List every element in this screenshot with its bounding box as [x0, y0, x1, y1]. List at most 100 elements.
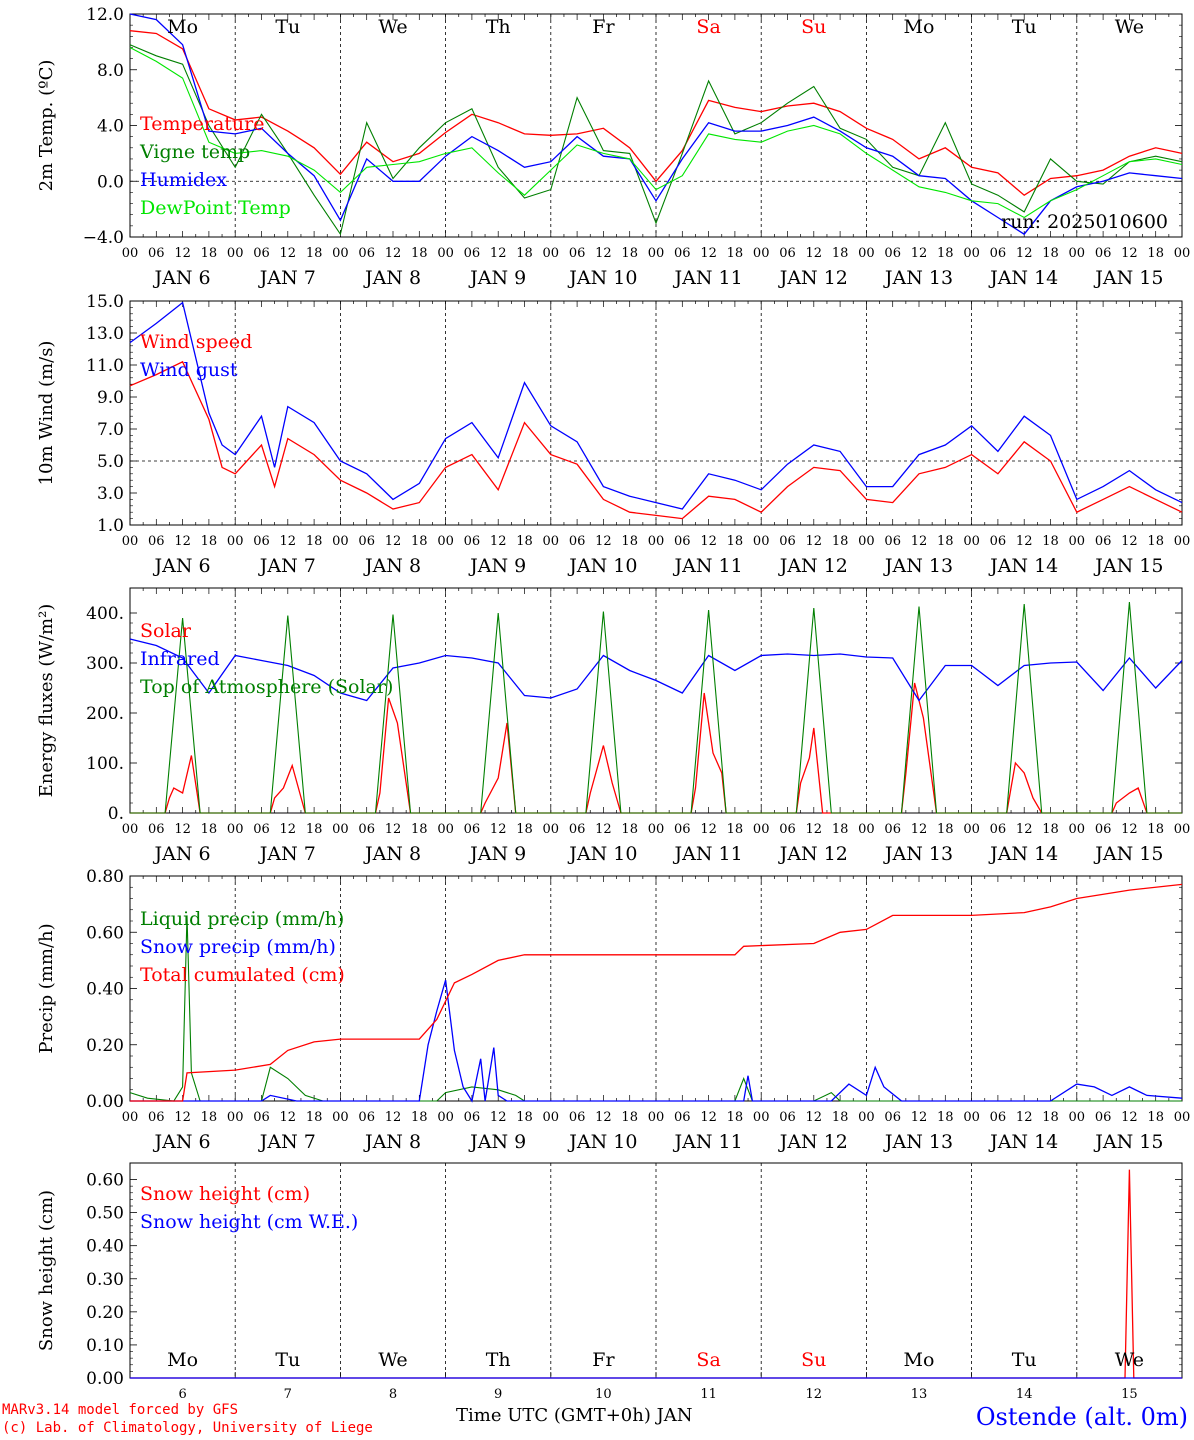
panel-precip: 0.00 0.20 0.40 0.60 0.80 Precip (mm/h) Liquid …	[36, 867, 1190, 1153]
date-label: JAN 9	[468, 843, 526, 865]
hour-tick-label: 06	[884, 822, 901, 837]
day-number-label: 12	[806, 1387, 823, 1402]
legend-entry: Vigne temp	[139, 141, 250, 163]
hour-tick-label: 06	[1095, 246, 1112, 261]
hour-tick-label: 06	[148, 534, 165, 549]
panel-energy: 0. 100. 200. 300. 400. Energy fluxes (W/m²) So…	[36, 587, 1191, 865]
hour-tick-label: 00	[648, 246, 665, 261]
y-tick-label: 13.0	[86, 324, 124, 344]
y-tick-label: 0.40	[86, 980, 124, 1000]
hour-tick-label: 06	[358, 1110, 375, 1125]
hour-tick-label: 06	[779, 822, 796, 837]
model-credit-line: MARv3.14 model forced by GFS	[2, 1402, 239, 1418]
y-tick-label: 12.0	[86, 5, 124, 25]
day-number-label: 15	[1121, 1387, 1138, 1402]
hour-tick-label: 12	[1016, 1110, 1033, 1125]
hour-tick-label: 00	[437, 246, 454, 261]
hour-tick-label: 12	[806, 534, 823, 549]
series-line-green	[129, 44, 1183, 236]
hour-tick-label: 18	[306, 534, 323, 549]
y-tick-label: 100.	[86, 754, 124, 774]
hour-tick-label: 00	[1174, 1110, 1191, 1125]
y-tick-label: 9.0	[97, 388, 124, 408]
hour-tick-label: 12	[806, 246, 823, 261]
hour-tick-label: 18	[1042, 534, 1059, 549]
y-tick-label: 0.20	[86, 1036, 124, 1056]
hour-tick-label: 00	[1174, 534, 1191, 549]
hour-tick-label: 18	[832, 534, 849, 549]
day-number-label: 13	[911, 1387, 928, 1402]
date-label: JAN 8	[363, 843, 421, 865]
hour-tick-label: 00	[963, 246, 980, 261]
hour-tick-label: 18	[1147, 534, 1164, 549]
hour-tick-label: 00	[122, 822, 139, 837]
hour-tick-label: 12	[1016, 822, 1033, 837]
hour-tick-label: 00	[753, 246, 770, 261]
day-number-label: 9	[494, 1387, 502, 1402]
hour-tick-label: 18	[201, 534, 218, 549]
hour-tick-label: 12	[174, 246, 191, 261]
hour-tick-label: 00	[648, 822, 665, 837]
date-label: JAN 8	[363, 555, 421, 577]
hour-tick-label: 00	[858, 1110, 875, 1125]
hour-tick-label: 00	[543, 246, 560, 261]
y-tick-label: 200.	[86, 704, 124, 724]
legend-entry: Snow height (cm W.E.)	[140, 1211, 358, 1233]
weekday-label: Mo	[904, 1349, 935, 1371]
hour-tick-label: 00	[122, 534, 139, 549]
y-tick-label: 3.0	[97, 484, 124, 504]
plot-frame	[129, 300, 1183, 526]
hour-tick-label: 12	[595, 534, 612, 549]
date-label: JAN 14	[988, 555, 1058, 577]
date-label: JAN 11	[673, 555, 743, 577]
y-tick-label: 0.40	[86, 1237, 124, 1257]
date-label: JAN 10	[567, 555, 637, 577]
hour-tick-label: 12	[280, 822, 297, 837]
hour-tick-label: 18	[306, 822, 323, 837]
hour-tick-label: 18	[201, 822, 218, 837]
date-label: JAN 14	[988, 1131, 1058, 1153]
hour-tick-label: 18	[411, 1110, 428, 1125]
panel-snow: 0.00 0.10 0.20 0.30 0.40 0.50 0.60 Snow height …	[36, 1162, 1183, 1402]
y-axis-label: Precip (mm/h)	[36, 923, 57, 1053]
weekday-label: Mo	[167, 16, 198, 38]
y-tick-label: 0.60	[86, 1171, 124, 1191]
date-label: JAN 6	[153, 843, 211, 865]
legend-entry: Total cumulated (cm)	[140, 964, 345, 986]
weekday-label: Fr	[592, 1349, 615, 1371]
day-number-label: 10	[595, 1387, 612, 1402]
hour-tick-label: 18	[1042, 822, 1059, 837]
legend-entry: Snow height (cm)	[140, 1183, 310, 1205]
weekday-label: Tu	[275, 16, 300, 38]
weekday-label: Mo	[167, 1349, 198, 1371]
date-label: JAN 7	[258, 1131, 316, 1153]
date-label: JAN 11	[673, 1131, 743, 1153]
hour-tick-label: 00	[1174, 822, 1191, 837]
hour-tick-label: 06	[990, 246, 1007, 261]
date-label: JAN 8	[363, 1131, 421, 1153]
hour-tick-label: 18	[727, 246, 744, 261]
hour-tick-label: 12	[385, 822, 402, 837]
hour-tick-label: 18	[306, 1110, 323, 1125]
hour-tick-label: 06	[253, 1110, 270, 1125]
hour-tick-label: 18	[516, 822, 533, 837]
hour-tick-label: 18	[937, 534, 954, 549]
y-tick-label: 4.0	[97, 117, 124, 137]
weekday-label: We	[378, 1349, 407, 1371]
hour-tick-label: 12	[911, 246, 928, 261]
hour-tick-label: 18	[937, 1110, 954, 1125]
hour-tick-label: 18	[832, 246, 849, 261]
hour-tick-label: 12	[911, 534, 928, 549]
hour-tick-label: 18	[201, 246, 218, 261]
hour-tick-label: 12	[174, 1110, 191, 1125]
weekday-label: Su	[801, 16, 826, 38]
series-line-red	[129, 30, 1183, 197]
hour-tick-label: 18	[1042, 1110, 1059, 1125]
hour-tick-label: 06	[674, 246, 691, 261]
weekday-label: Su	[801, 1349, 826, 1371]
y-tick-label: 11.0	[86, 356, 124, 376]
weekday-label: Tu	[1012, 1349, 1037, 1371]
hour-tick-label: 06	[1095, 534, 1112, 549]
hour-tick-label: 06	[990, 1110, 1007, 1125]
hour-tick-label: 00	[122, 246, 139, 261]
